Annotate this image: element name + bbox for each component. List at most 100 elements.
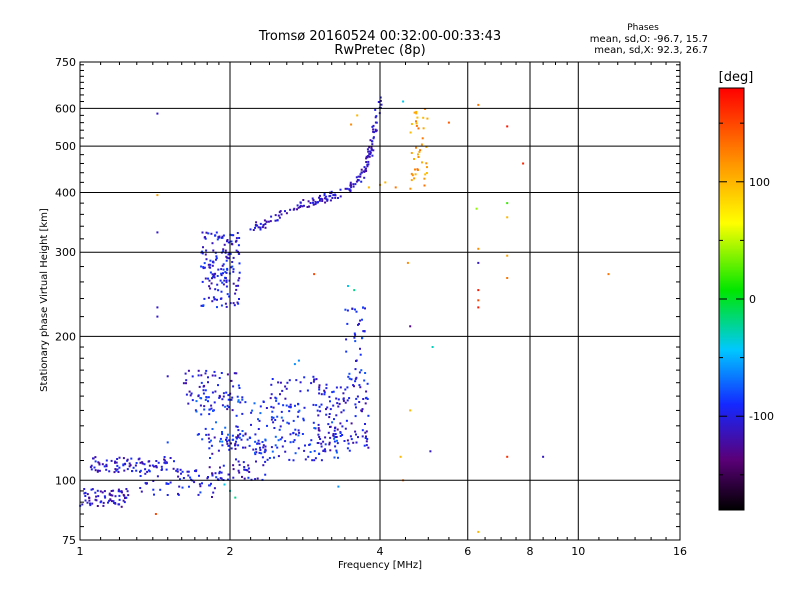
data-point xyxy=(186,470,189,473)
data-point xyxy=(426,166,428,169)
data-point xyxy=(231,396,234,399)
data-point xyxy=(198,385,201,388)
data-point xyxy=(197,374,200,377)
data-point xyxy=(285,404,288,407)
data-point xyxy=(210,439,212,442)
data-point xyxy=(187,474,190,477)
data-point xyxy=(211,300,214,303)
data-point xyxy=(279,425,282,428)
data-point xyxy=(209,271,212,274)
data-point xyxy=(477,306,480,309)
data-point xyxy=(201,231,204,234)
phase-stats-x: mean, sd,X: 92.3, 26.7 xyxy=(594,45,708,56)
data-point xyxy=(286,421,289,424)
data-point xyxy=(213,370,216,373)
data-point xyxy=(156,194,159,197)
y-tick-label: 200 xyxy=(55,330,76,343)
data-point xyxy=(207,232,210,235)
data-point xyxy=(205,369,208,372)
data-point xyxy=(313,378,316,381)
data-point xyxy=(322,449,325,452)
data-point xyxy=(327,423,330,426)
data-point xyxy=(331,197,334,199)
data-point xyxy=(185,379,188,382)
data-point xyxy=(211,391,214,394)
data-point xyxy=(414,168,416,171)
data-point xyxy=(122,463,125,466)
data-point xyxy=(353,336,356,339)
data-point xyxy=(264,460,267,463)
data-point xyxy=(262,444,265,447)
data-point xyxy=(346,187,349,190)
data-point xyxy=(366,438,369,440)
data-point xyxy=(211,264,214,267)
data-point xyxy=(372,124,375,127)
data-point xyxy=(238,471,241,474)
data-point xyxy=(364,307,366,310)
data-point xyxy=(238,262,241,265)
data-point xyxy=(327,431,330,434)
y-tick-label: 500 xyxy=(55,140,76,153)
data-point xyxy=(364,169,367,172)
data-point xyxy=(318,405,321,408)
data-point xyxy=(112,500,115,503)
data-point xyxy=(201,280,204,283)
data-point xyxy=(247,476,250,479)
data-point xyxy=(332,194,335,197)
data-point xyxy=(284,397,287,400)
data-point xyxy=(284,440,287,443)
data-point xyxy=(265,407,268,409)
data-point xyxy=(222,395,225,398)
data-point xyxy=(99,490,102,493)
y-tick-label: 750 xyxy=(55,56,76,69)
data-point xyxy=(219,279,222,282)
data-point xyxy=(220,471,223,474)
data-point xyxy=(165,468,168,471)
data-point xyxy=(217,384,219,387)
data-point xyxy=(328,443,331,446)
data-point xyxy=(318,199,321,202)
data-point xyxy=(205,396,208,398)
data-point xyxy=(339,188,342,191)
data-point xyxy=(153,465,155,468)
data-point xyxy=(346,447,349,450)
data-point xyxy=(115,469,118,472)
data-point xyxy=(320,442,323,445)
data-point xyxy=(367,446,370,449)
data-point xyxy=(122,457,125,460)
data-point xyxy=(287,422,290,425)
data-point xyxy=(274,444,277,447)
data-point xyxy=(86,501,89,504)
data-point xyxy=(349,435,352,438)
data-point xyxy=(108,492,111,495)
data-point xyxy=(380,103,383,106)
data-point xyxy=(365,390,368,393)
data-point xyxy=(187,470,190,473)
data-point xyxy=(289,406,292,409)
data-point xyxy=(348,372,351,375)
data-point xyxy=(276,415,279,418)
data-point xyxy=(231,243,234,246)
data-point xyxy=(331,421,334,424)
data-point xyxy=(317,423,320,426)
data-point xyxy=(379,99,382,102)
data-point xyxy=(350,422,353,425)
data-point xyxy=(350,378,353,381)
data-point xyxy=(201,438,204,441)
data-point xyxy=(325,383,328,386)
data-point xyxy=(284,210,286,213)
data-point xyxy=(220,304,223,307)
data-point xyxy=(243,468,246,471)
data-point xyxy=(96,470,99,473)
data-point xyxy=(218,394,221,397)
data-point xyxy=(98,462,101,465)
data-point xyxy=(406,261,409,264)
data-point xyxy=(235,372,238,375)
data-point xyxy=(90,468,93,471)
data-point xyxy=(415,112,418,115)
data-point xyxy=(224,405,227,408)
data-point xyxy=(335,451,338,454)
data-point xyxy=(271,450,274,453)
data-point xyxy=(329,192,332,195)
data-point xyxy=(84,495,87,497)
